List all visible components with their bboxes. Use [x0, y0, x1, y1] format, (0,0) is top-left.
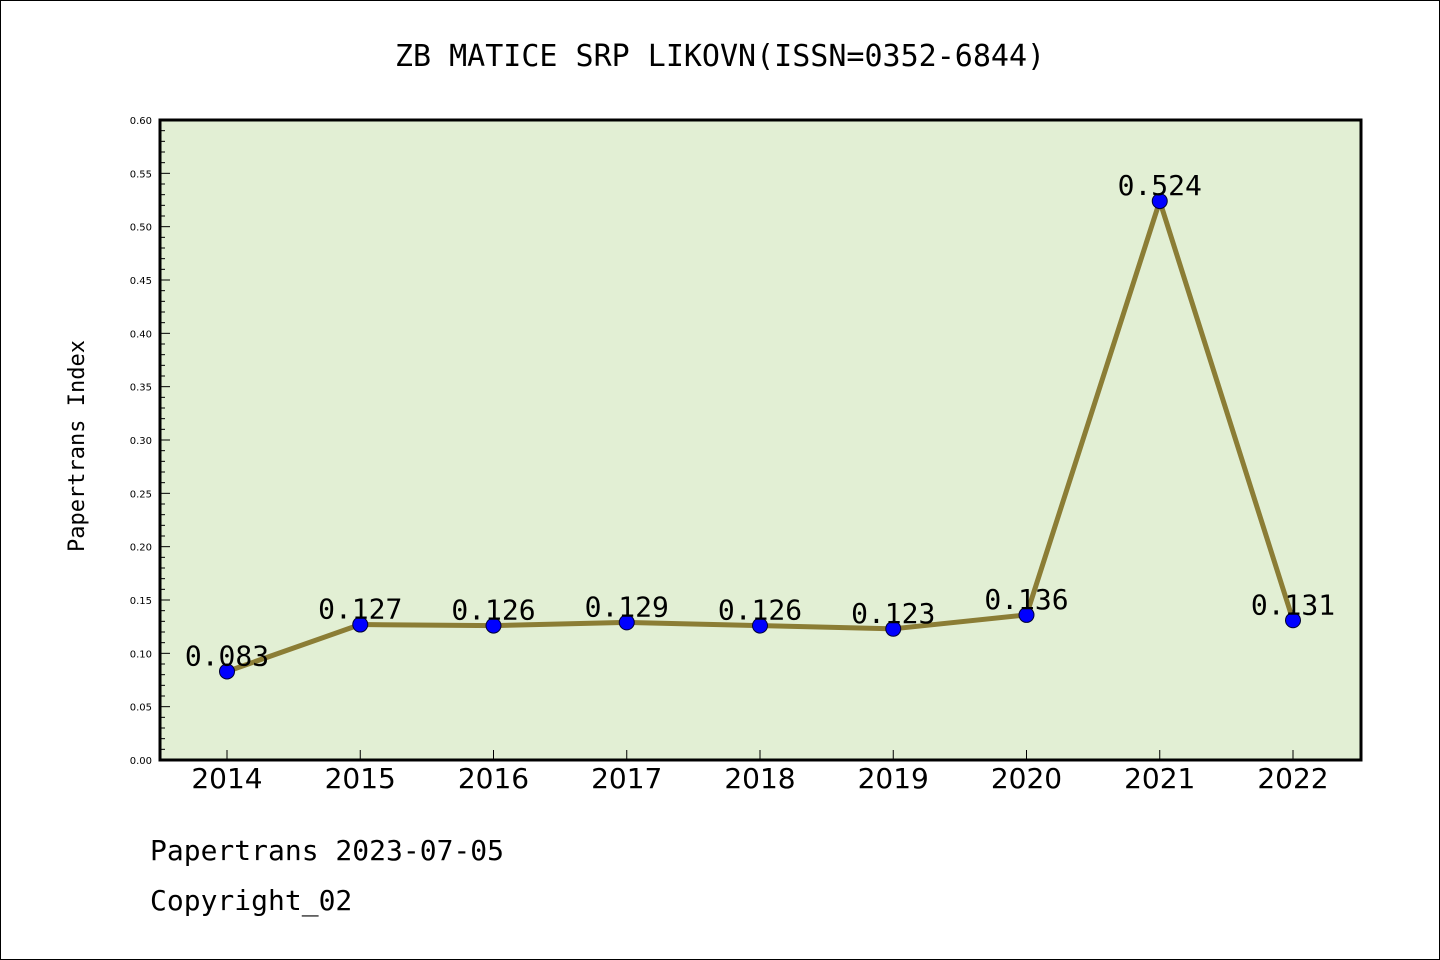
y-tick-label: 0.50	[130, 223, 152, 234]
data-point-2020	[1018, 606, 1035, 623]
axis-ticks	[160, 119, 1294, 761]
data-point-2016	[485, 617, 502, 634]
x-tick-labels: 2014 2015 2016 2017 2018 2019 2020 2021 2022	[191, 762, 1328, 795]
data-point-2017	[618, 614, 635, 631]
footer-date: Papertrans 2023-07-05	[150, 834, 505, 867]
data-label-2016: 0.126	[451, 594, 535, 627]
data-label-2019: 0.123	[851, 597, 935, 630]
data-label-2014: 0.083	[185, 639, 269, 672]
data-labels: 0.083 0.127 0.126 0.129 0.126 0.123 0.136 0.524…	[185, 169, 1335, 672]
data-point-2014	[219, 663, 235, 680]
data-point-2018	[752, 617, 768, 634]
data-point-2015	[352, 616, 369, 633]
y-tick-label: 0.10	[130, 649, 152, 660]
y-axis-label: Papertrans Index	[65, 340, 90, 552]
chart-title: ZB MATICE SRP LIKOVN(ISSN=0352-6844)	[395, 39, 1045, 74]
x-tick-label: 2019	[858, 762, 929, 795]
x-tick-label: 2018	[724, 762, 795, 795]
y-tick-label: 0.00	[130, 756, 152, 767]
data-label-2020: 0.136	[984, 583, 1068, 616]
data-label-2018: 0.126	[718, 594, 802, 627]
x-tick-label: 2016	[458, 762, 529, 795]
y-tick-labels: 0.00 0.05 0.10 0.15 0.20 0.25 0.30 0.35 0.40 0.45…	[130, 116, 152, 767]
y-tick-label: 0.35	[130, 383, 152, 394]
plot-area	[158, 118, 1363, 762]
data-label-2017: 0.129	[585, 590, 669, 623]
y-tick-label: 0.15	[130, 596, 152, 607]
data-point-2022	[1285, 612, 1301, 629]
x-tick-label: 2017	[591, 762, 662, 795]
y-tick-label: 0.30	[130, 436, 152, 447]
data-label-2015: 0.127	[318, 593, 402, 626]
x-tick-label: 2020	[991, 762, 1062, 795]
y-tick-label: 0.20	[130, 543, 152, 554]
x-tick-label: 2015	[325, 762, 396, 795]
data-points	[219, 193, 1301, 680]
footer-copyright: Copyright_02	[150, 884, 353, 917]
data-point-2019	[885, 620, 902, 637]
x-tick-label: 2014	[191, 762, 262, 795]
data-label-2021: 0.524	[1118, 169, 1202, 202]
data-point-2021	[1151, 193, 1168, 210]
y-tick-label: 0.05	[130, 703, 152, 714]
y-tick-label: 0.45	[130, 276, 152, 287]
x-tick-label: 2021	[1124, 762, 1195, 795]
data-label-2022: 0.131	[1251, 588, 1335, 621]
y-tick-label: 0.55	[130, 169, 152, 180]
y-tick-label: 0.40	[130, 329, 152, 340]
y-tick-label: 0.25	[130, 489, 152, 500]
x-tick-label: 2022	[1257, 762, 1328, 795]
y-tick-label: 0.60	[130, 116, 152, 127]
